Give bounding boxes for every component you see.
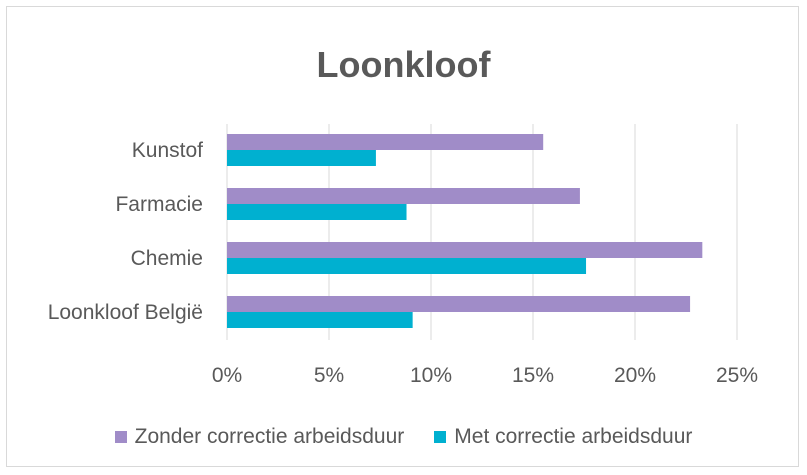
legend-item-met: Met correctie arbeidsduur [434, 425, 692, 449]
bar-zonder [227, 188, 580, 204]
category-label: Chemie [131, 247, 203, 270]
legend-label-zonder: Zonder correctie arbeidsduur [134, 425, 405, 448]
x-tick-label: 25% [716, 364, 758, 387]
chart-title: Loonkloof [316, 44, 491, 85]
bar-met [227, 258, 587, 274]
x-tick-label: 20% [614, 364, 656, 387]
bar-met [227, 312, 413, 328]
chart-frame: Loonkloof Zonder correctie arbeidsduur M… [6, 6, 799, 467]
bar-met [227, 150, 376, 166]
x-tick-label: 10% [410, 364, 452, 387]
x-tick-label: 5% [314, 364, 344, 387]
category-label: Farmacie [115, 193, 203, 216]
bar-zonder [227, 242, 703, 258]
legend-swatch-met [434, 431, 447, 443]
bar-zonder [227, 296, 691, 312]
bar-zonder [227, 134, 544, 150]
x-tick-label: 0% [212, 364, 242, 387]
legend: Zonder correctie arbeidsduur Met correct… [7, 425, 800, 449]
legend-swatch-zonder [114, 431, 127, 443]
x-tick-label: 15% [512, 364, 554, 387]
category-label: Kunstof [132, 139, 203, 162]
legend-item-zonder: Zonder correctie arbeidsduur [114, 425, 405, 449]
legend-label-met: Met correctie arbeidsduur [454, 425, 693, 448]
category-label: Loonkloof België [48, 301, 203, 324]
bar-met [227, 204, 407, 220]
